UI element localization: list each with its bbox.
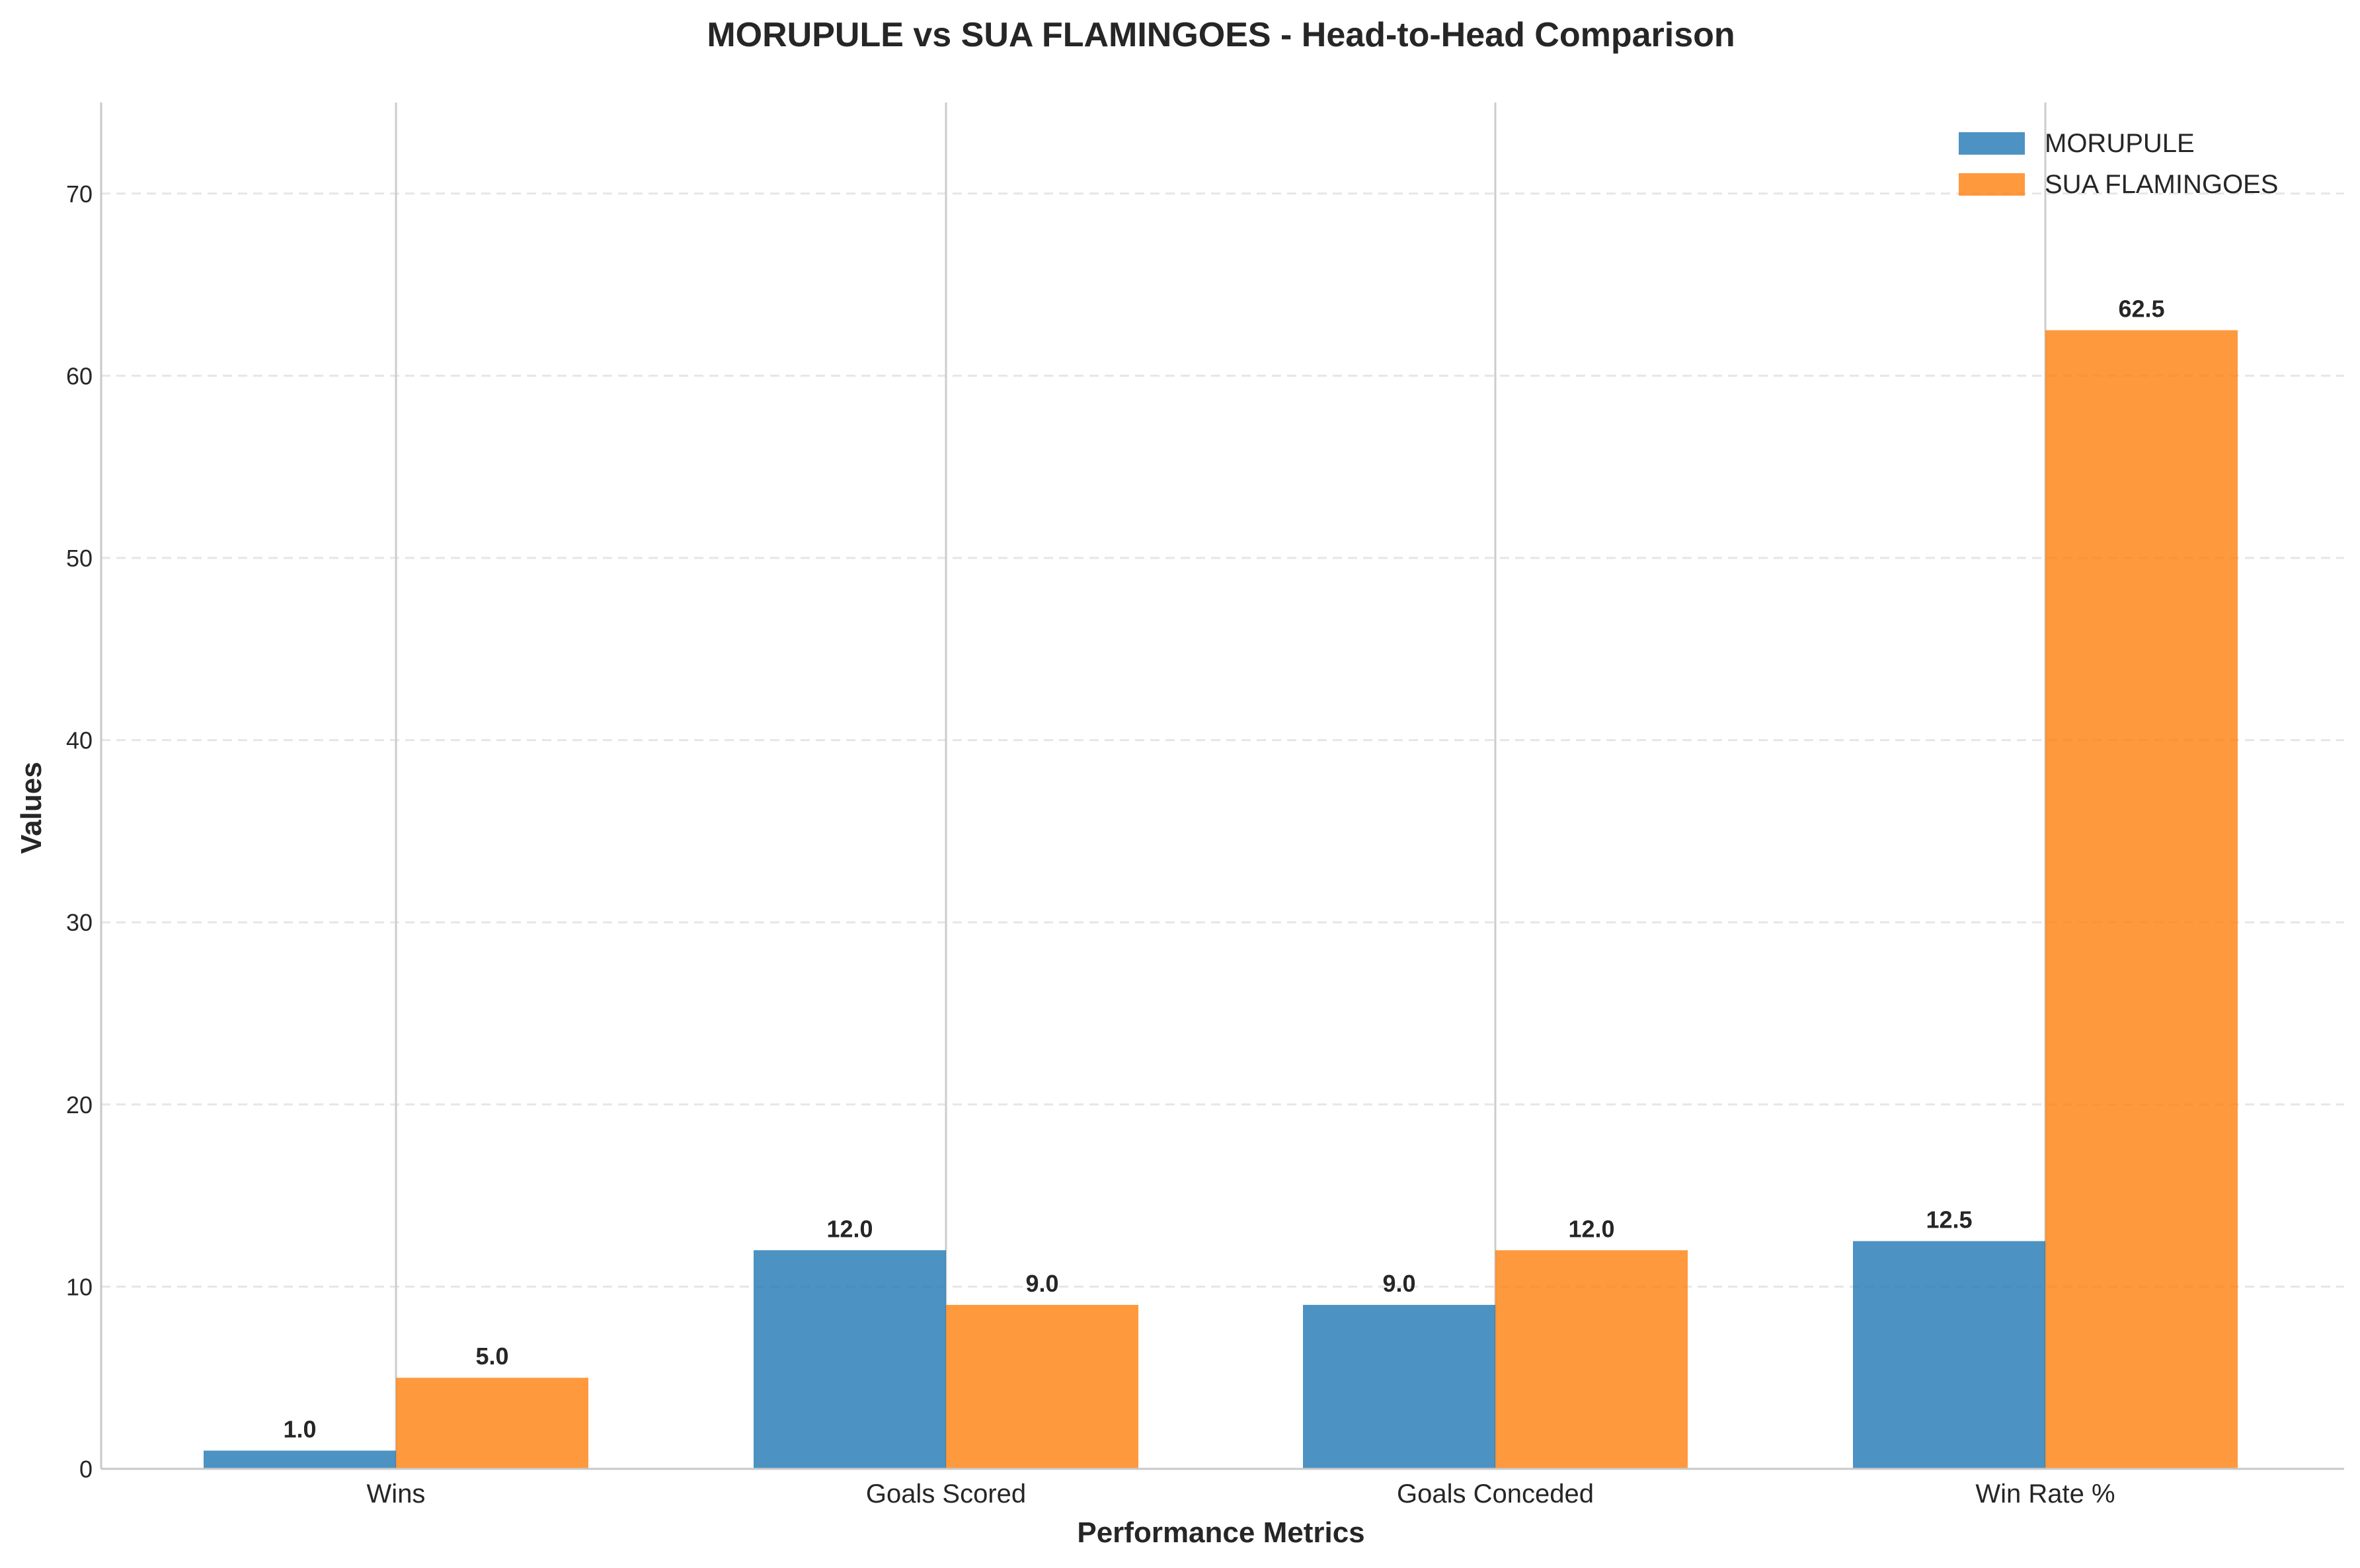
y-tick-label: 10: [66, 1273, 93, 1300]
data-label: 5.0: [475, 1343, 508, 1370]
y-tick-label: 30: [66, 909, 93, 936]
data-label: 12.0: [826, 1215, 873, 1242]
data-label: 62.5: [2118, 295, 2164, 323]
bar-morupule-2: [1303, 1304, 1495, 1469]
chart-title: MORUPULE vs SUA FLAMINGOES - Head-to-Hea…: [707, 16, 1735, 54]
legend-label: MORUPULE: [2045, 129, 2195, 158]
x-axis-label: Performance Metrics: [1077, 1516, 1364, 1549]
legend-label: SUA FLAMINGOES: [2045, 170, 2278, 199]
y-ticks: 0 10 20 30 40 50 60 70: [66, 180, 93, 1483]
legend: MORUPULE SUA FLAMINGOES: [1959, 129, 2278, 199]
x-tick-label: Win Rate %: [1975, 1479, 2115, 1509]
data-label: 9.0: [1382, 1270, 1415, 1297]
y-tick-label: 20: [66, 1091, 93, 1118]
legend-swatch: [1959, 132, 2025, 155]
bar-morupule-1: [754, 1250, 946, 1469]
y-tick-label: 70: [66, 180, 93, 208]
bar-sua-flamingoes-2: [1495, 1250, 1688, 1469]
y-axis-label: Values: [15, 762, 48, 853]
bar-sua-flamingoes-1: [946, 1304, 1138, 1469]
data-labels: 1.0 12.0 9.0 12.5 5.0 9.0 12.0 62.5: [283, 295, 2164, 1443]
data-label: 12.0: [1568, 1215, 1614, 1242]
data-label: 12.5: [1926, 1206, 1972, 1234]
bar-morupule-3: [1853, 1241, 2045, 1469]
bars: [204, 330, 2238, 1469]
x-tick-label: Goals Conceded: [1397, 1479, 1594, 1509]
x-tick-label: Goals Scored: [866, 1479, 1026, 1509]
x-tick-label: Wins: [367, 1479, 426, 1509]
x-ticks: Wins Goals Scored Goals Conceded Win Rate %: [367, 1479, 2115, 1509]
bar-sua-flamingoes-3: [2045, 330, 2238, 1469]
y-tick-label: 50: [66, 545, 93, 572]
y-tick-label: 40: [66, 727, 93, 754]
data-label: 9.0: [1025, 1270, 1058, 1297]
legend-swatch: [1959, 173, 2025, 196]
data-label: 1.0: [283, 1415, 316, 1442]
bar-morupule-0: [204, 1450, 396, 1469]
y-tick-label: 0: [79, 1456, 93, 1483]
y-tick-label: 60: [66, 362, 93, 389]
bar-sua-flamingoes-0: [396, 1378, 588, 1469]
axes: [100, 102, 2344, 1470]
